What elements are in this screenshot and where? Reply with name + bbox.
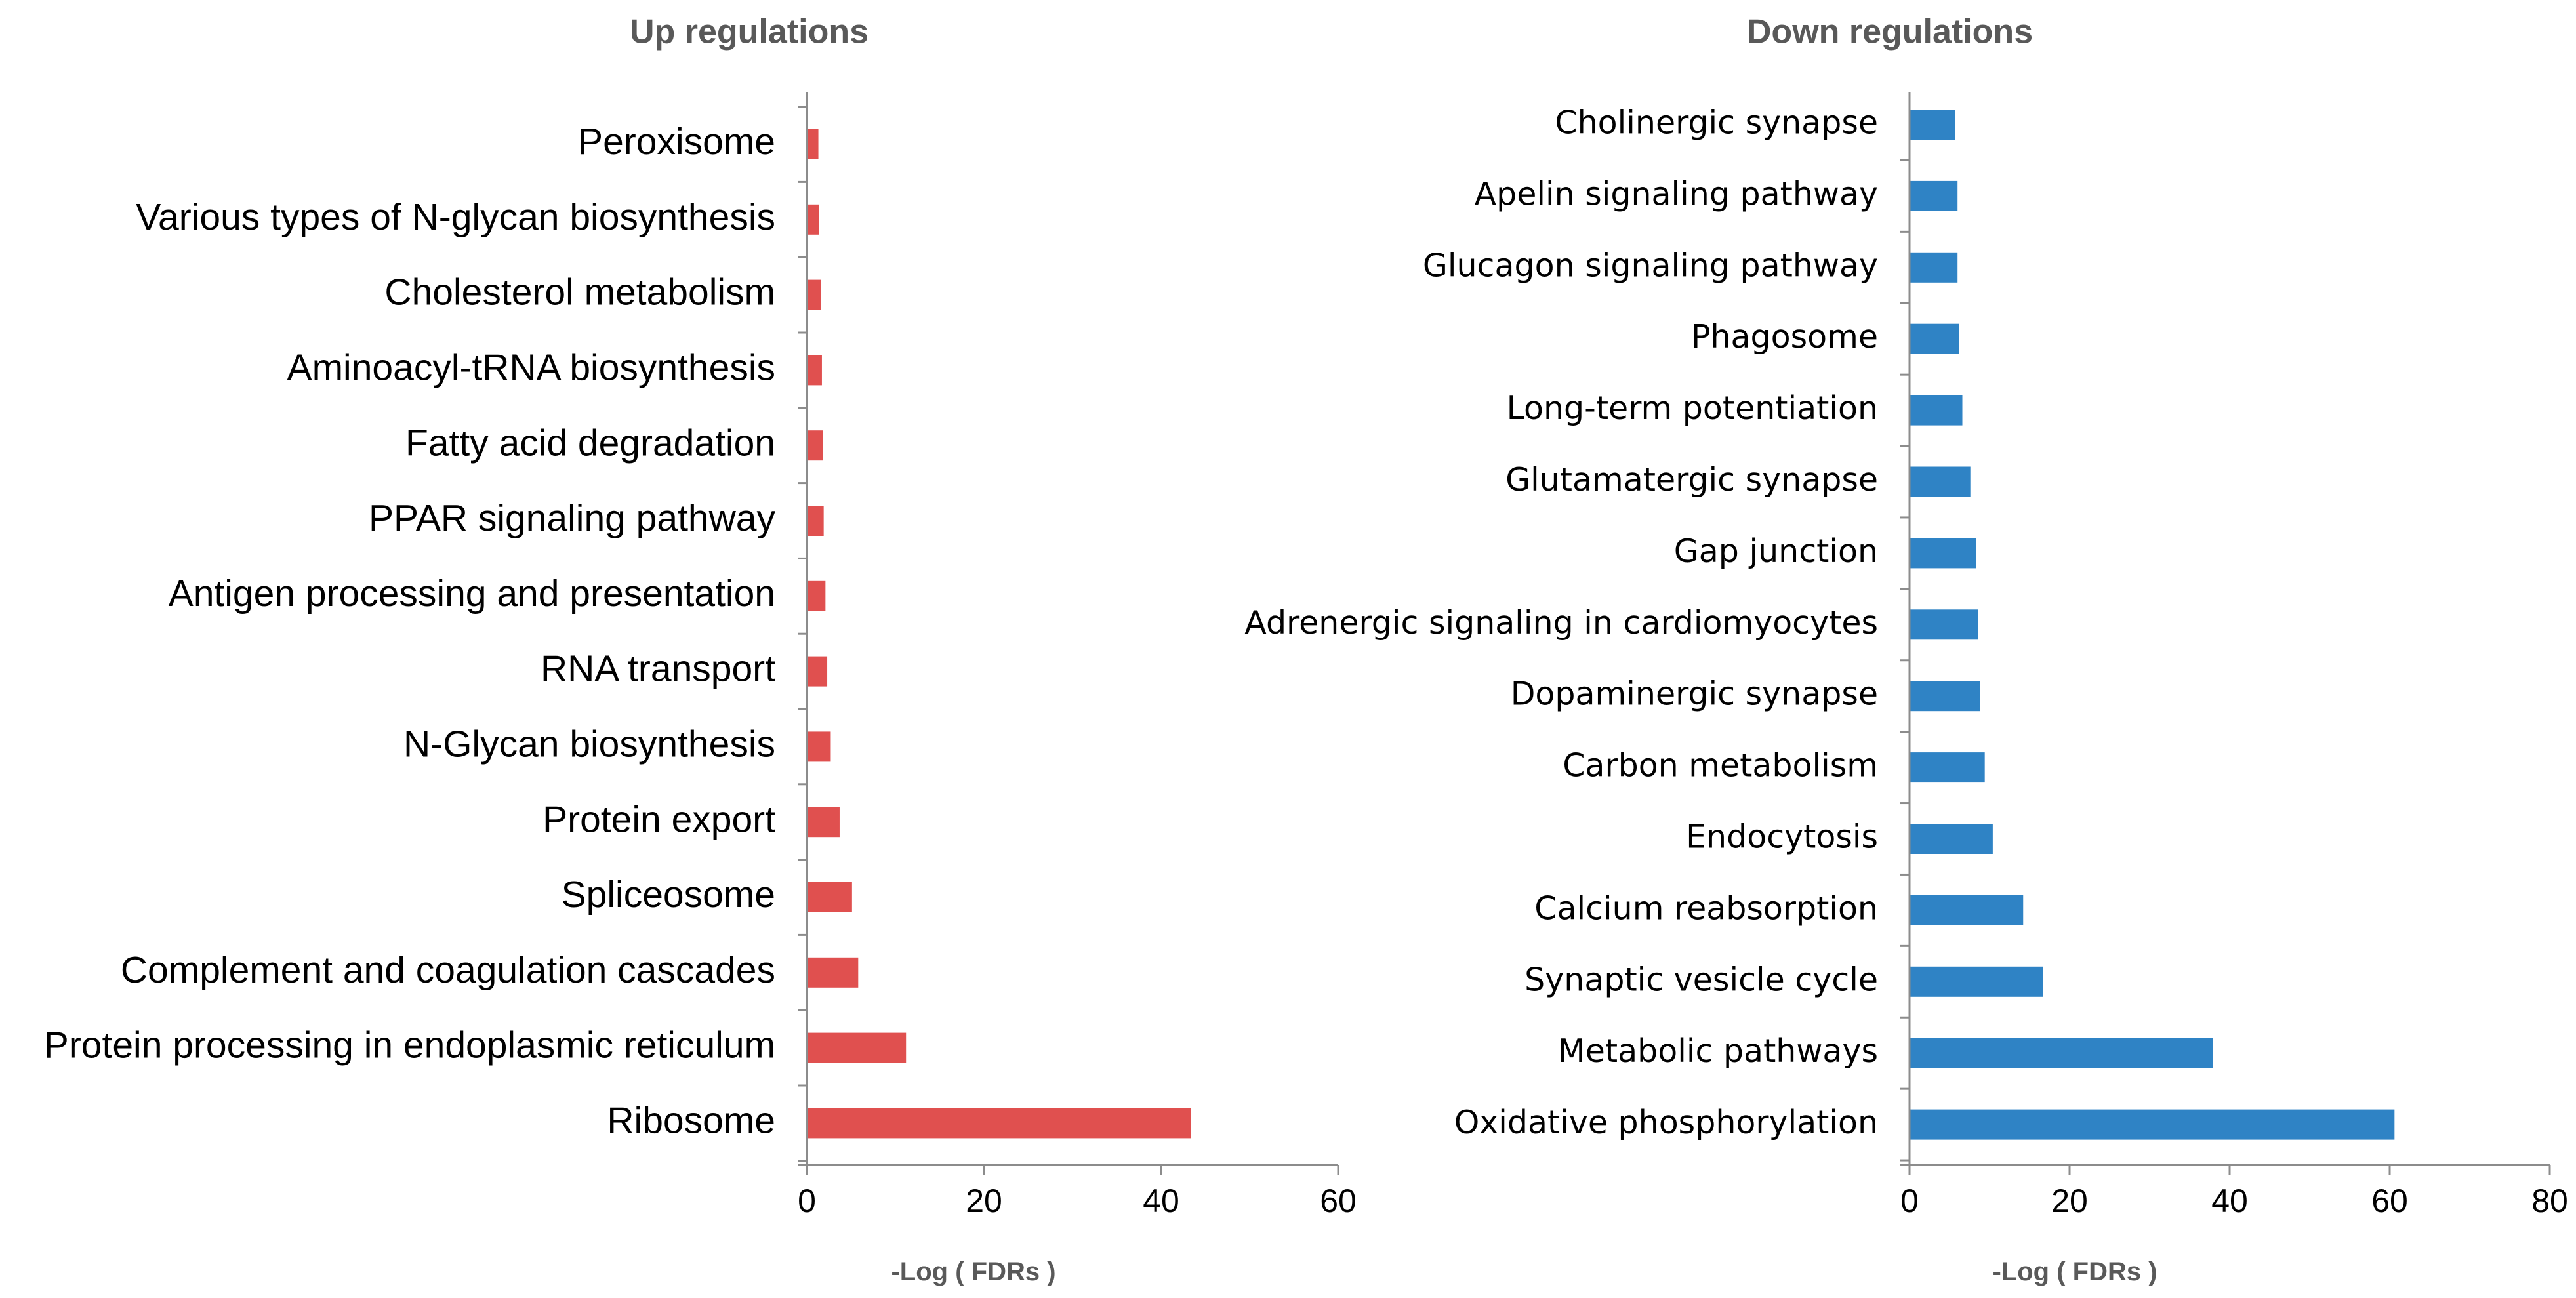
up-category-label: Aminoacyl-tRNA biosynthesis <box>287 346 775 388</box>
down-category-label: Gap junction <box>1674 533 1878 570</box>
up-bar-aminoacyl-trna-biosynthesis <box>807 355 822 386</box>
down-x-axis-label: -Log ( FDRs ) <box>1992 1257 2157 1286</box>
down-category-label: Endocytosis <box>1686 819 1878 856</box>
up-bar-protein-export <box>807 807 840 838</box>
up-category-label: Cholesterol metabolism <box>384 272 775 314</box>
up-bar-fatty-acid-degradation <box>807 430 823 461</box>
down-category-label: Glutamatergic synapse <box>1505 461 1878 498</box>
down-category-label: Apelin signaling pathway <box>1475 175 1878 213</box>
down-bar-apelin-signaling-pathway <box>1910 180 1958 211</box>
down-bar-oxidative-phosphorylation <box>1910 1109 2395 1140</box>
down-category-label: Cholinergic synapse <box>1555 104 1878 142</box>
up-bar-peroxisome <box>807 129 819 159</box>
down-x-tick-label: 0 <box>1900 1183 1919 1219</box>
down-bar-long-term-potentiation <box>1910 395 1963 426</box>
up-category-label: Various types of N-glycan biosynthesis <box>136 196 775 238</box>
up-category-label: Fatty acid degradation <box>405 422 775 464</box>
up-category-label: Antigen processing and presentation <box>169 573 775 615</box>
down-bar-glutamatergic-synapse <box>1910 466 1971 497</box>
up-bar-ppar-signaling-pathway <box>807 506 824 536</box>
up-bar-rna-transport <box>807 656 828 687</box>
down-bar-gap-junction <box>1910 538 1976 569</box>
up-bar-cholesterol-metabolism <box>807 279 821 310</box>
down-bar-adrenergic-signaling-in-cardiomyocytes <box>1910 609 1978 640</box>
up-category-label: RNA transport <box>541 648 775 690</box>
up-bar-various-types-of-n-glycan-biosynthesis <box>807 204 819 235</box>
down-bar-metabolic-pathways <box>1910 1038 2213 1068</box>
down-bar-calcium-reabsorption <box>1910 895 2024 925</box>
up-bar-ribosome <box>807 1108 1191 1139</box>
up-category-label: PPAR signaling pathway <box>369 497 775 539</box>
down-category-label: Synaptic vesicle cycle <box>1524 961 1878 998</box>
down-category-label: Carbon metabolism <box>1563 747 1878 784</box>
down-x-tick-label: 40 <box>2211 1183 2248 1219</box>
up-x-tick-label: 40 <box>1143 1183 1179 1219</box>
down-chart-title: Down regulations <box>1747 13 2033 51</box>
up-regulations-chart: Up regulations Peroxisome Various types of… <box>44 13 1357 1286</box>
down-x-tick-label: 80 <box>2531 1183 2568 1219</box>
down-bar-endocytosis <box>1910 824 1993 854</box>
down-bar-synaptic-vesicle-cycle <box>1910 966 2043 997</box>
up-category-label: Ribosome <box>607 1099 775 1141</box>
down-category-label: Oxidative phosphorylation <box>1454 1104 1878 1141</box>
up-category-label: Protein processing in endoplasmic reticu… <box>44 1024 775 1066</box>
down-category-label: Adrenergic signaling in cardiomyocytes <box>1244 604 1878 641</box>
up-category-label: Protein export <box>542 798 775 840</box>
down-category-label: Metabolic pathways <box>1557 1032 1878 1070</box>
down-bar-phagosome <box>1910 323 1959 354</box>
up-bar-protein-processing-in-endoplasmic-reticulum <box>807 1032 907 1063</box>
down-category-label: Glucagon signaling pathway <box>1423 247 1878 284</box>
down-category-label: Dopaminergic synapse <box>1511 676 1878 713</box>
down-bar-dopaminergic-synapse <box>1910 681 1980 712</box>
down-category-label: Long-term potentiation <box>1507 390 1878 427</box>
up-x-axis-label: -Log ( FDRs ) <box>891 1257 1055 1286</box>
down-regulations-chart: Down regulations Cholinergic synapse Apeli… <box>1244 13 2568 1286</box>
up-category-label: Spliceosome <box>562 874 775 916</box>
down-category-label: Calcium reabsorption <box>1534 889 1878 927</box>
up-x-tick-label: 20 <box>966 1183 1002 1219</box>
up-category-label: N-Glycan biosynthesis <box>403 723 775 765</box>
up-bar-n-glycan-biosynthesis <box>807 731 831 762</box>
down-bar-glucagon-signaling-pathway <box>1910 252 1958 283</box>
down-x-tick-label: 20 <box>2051 1183 2088 1219</box>
up-bar-antigen-processing-and-presentation <box>807 580 826 611</box>
down-bar-carbon-metabolism <box>1910 752 1985 783</box>
down-x-tick-label: 60 <box>2371 1183 2408 1219</box>
up-category-label: Peroxisome <box>578 121 775 163</box>
up-chart-title: Up regulations <box>630 13 869 51</box>
up-bar-complement-and-coagulation-cascades <box>807 957 859 988</box>
up-x-tick-label: 0 <box>798 1183 816 1219</box>
up-x-tick-label: 60 <box>1320 1183 1357 1219</box>
down-category-label: Phagosome <box>1691 318 1878 355</box>
down-bar-cholinergic-synapse <box>1910 110 1955 140</box>
up-bar-spliceosome <box>807 882 852 912</box>
up-category-label: Complement and coagulation cascades <box>121 949 775 991</box>
